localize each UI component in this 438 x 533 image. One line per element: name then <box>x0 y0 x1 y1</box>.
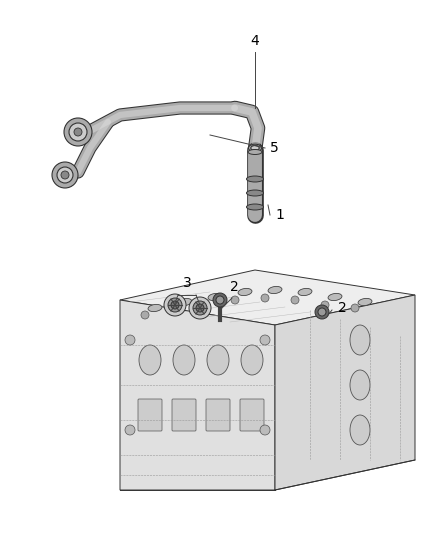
Ellipse shape <box>328 293 342 301</box>
FancyBboxPatch shape <box>240 399 264 431</box>
Ellipse shape <box>350 370 370 400</box>
Text: 1: 1 <box>275 208 284 222</box>
Circle shape <box>315 305 329 319</box>
Ellipse shape <box>207 345 229 375</box>
Ellipse shape <box>298 288 312 296</box>
Circle shape <box>260 425 270 435</box>
Circle shape <box>171 301 179 309</box>
Circle shape <box>168 298 182 312</box>
Ellipse shape <box>238 288 252 296</box>
Text: 4: 4 <box>251 34 259 48</box>
Ellipse shape <box>139 345 161 375</box>
Circle shape <box>52 162 78 188</box>
Ellipse shape <box>247 204 264 210</box>
FancyBboxPatch shape <box>172 399 196 431</box>
Circle shape <box>125 425 135 435</box>
Ellipse shape <box>208 293 222 301</box>
Circle shape <box>216 296 224 304</box>
Text: 3: 3 <box>183 276 191 290</box>
Circle shape <box>171 306 179 314</box>
Circle shape <box>261 294 269 302</box>
Ellipse shape <box>268 286 282 294</box>
FancyBboxPatch shape <box>138 399 162 431</box>
Circle shape <box>351 304 359 312</box>
Ellipse shape <box>247 190 264 196</box>
Ellipse shape <box>248 144 261 152</box>
Ellipse shape <box>248 149 262 155</box>
Ellipse shape <box>251 146 259 150</box>
Circle shape <box>125 335 135 345</box>
Circle shape <box>231 296 239 304</box>
Circle shape <box>196 304 204 312</box>
Ellipse shape <box>241 345 263 375</box>
Ellipse shape <box>148 304 162 312</box>
Circle shape <box>201 301 209 309</box>
Text: 2: 2 <box>338 301 347 315</box>
Polygon shape <box>120 270 415 325</box>
Circle shape <box>69 123 87 141</box>
Text: 2: 2 <box>230 280 239 294</box>
Polygon shape <box>275 295 415 490</box>
Text: 5: 5 <box>270 141 279 155</box>
Ellipse shape <box>350 415 370 445</box>
Circle shape <box>260 335 270 345</box>
Ellipse shape <box>358 298 372 305</box>
Circle shape <box>141 311 149 319</box>
Circle shape <box>213 293 227 307</box>
Polygon shape <box>120 300 275 490</box>
Circle shape <box>61 171 69 179</box>
Circle shape <box>189 297 211 319</box>
Circle shape <box>57 167 73 183</box>
Ellipse shape <box>247 176 264 182</box>
Circle shape <box>321 301 329 309</box>
FancyBboxPatch shape <box>206 399 230 431</box>
Ellipse shape <box>350 325 370 355</box>
Circle shape <box>74 128 82 136</box>
Circle shape <box>291 296 299 304</box>
Ellipse shape <box>178 298 192 305</box>
Circle shape <box>193 301 207 315</box>
Circle shape <box>318 308 326 316</box>
Circle shape <box>164 294 186 316</box>
Ellipse shape <box>173 345 195 375</box>
Circle shape <box>64 118 92 146</box>
